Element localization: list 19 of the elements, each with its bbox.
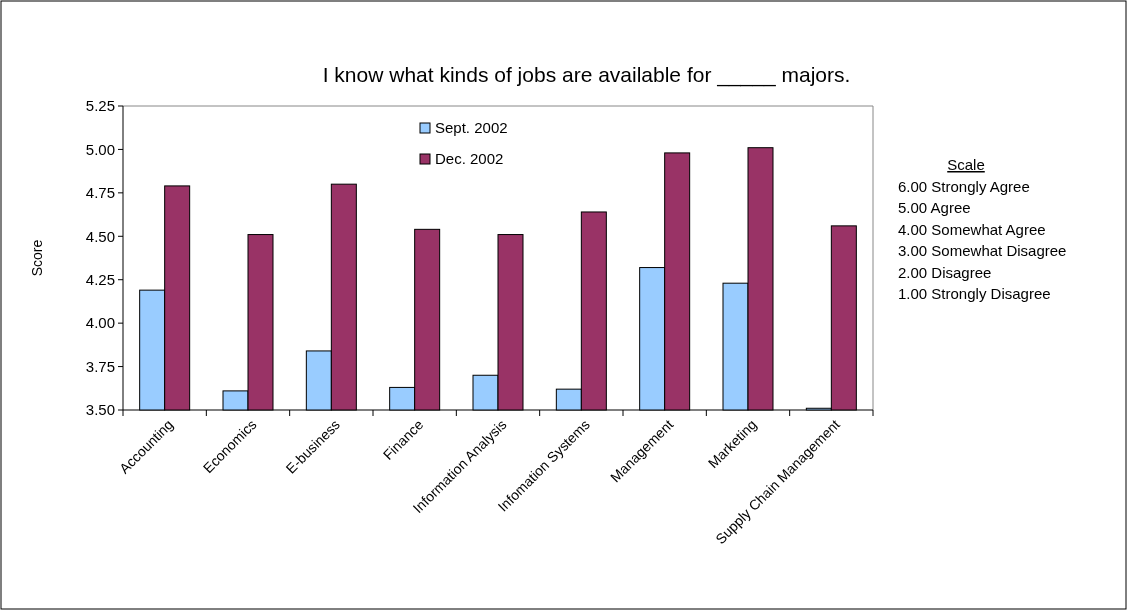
y-tick-label: 5.25	[85, 97, 115, 115]
text: 4.00 Somewhat Agree	[898, 220, 1046, 238]
legend-label: Sept. 2002	[435, 119, 508, 137]
y-axis-title: Score	[29, 239, 45, 277]
legend-label: Dec. 2002	[435, 150, 504, 168]
text: 3.00 Somewhat Disagree	[898, 242, 1067, 259]
y-tick-label: 5.00	[85, 140, 115, 158]
chart-title: I know what kinds of jobs are available for _____ majors.	[322, 63, 851, 87]
y-tick-label: 3.75	[85, 357, 115, 375]
text: 5.00 Agree	[898, 199, 971, 216]
y-tick-label: 4.50	[85, 227, 115, 245]
y-tick-label: 3.50	[85, 401, 115, 419]
text: 6.00 Strongly Agree	[898, 177, 1030, 195]
y-tick-label: 4.00	[85, 314, 115, 332]
text: 1.00 Strongly Disagree	[898, 285, 1051, 302]
y-tick-label: 4.75	[85, 184, 115, 202]
y-tick-label: 4.25	[85, 270, 115, 288]
text: 2.00 Disagree	[898, 263, 992, 281]
text: Scale	[947, 156, 985, 173]
